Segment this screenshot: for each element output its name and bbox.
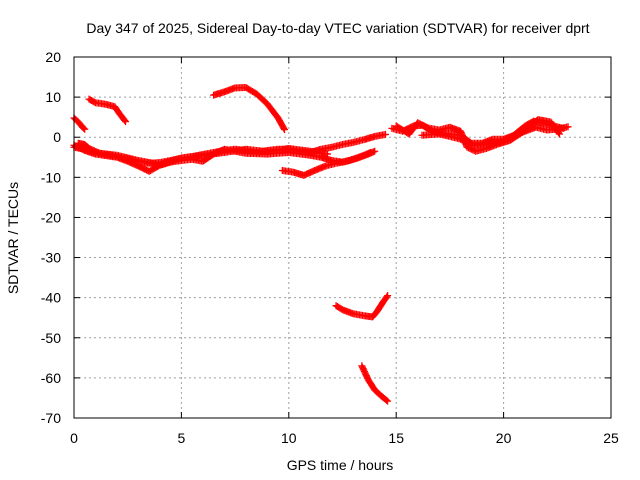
data-point bbox=[281, 126, 289, 134]
axis-ticks: 0 5 10 15 20 25 -70 -60 -50 -40 -30 -20 -10 0 10 20 bbox=[41, 49, 619, 446]
data-point bbox=[122, 118, 130, 126]
grid-lines bbox=[74, 57, 611, 418]
data-point bbox=[384, 397, 392, 405]
y-tick-label: -70 bbox=[41, 410, 61, 426]
data-point bbox=[323, 150, 331, 158]
data-point bbox=[121, 116, 129, 124]
chart-title: Day 347 of 2025, Sidereal Day-to-day VTE… bbox=[86, 20, 589, 36]
y-tick-label: -10 bbox=[41, 169, 61, 185]
data-point bbox=[80, 124, 88, 132]
data-point bbox=[383, 293, 391, 301]
data-point bbox=[555, 130, 563, 138]
data-point bbox=[371, 147, 379, 155]
y-tick-label: 20 bbox=[45, 49, 61, 65]
y-tick-label: 0 bbox=[53, 129, 61, 145]
y-tick-label: 10 bbox=[45, 89, 61, 105]
x-tick-label: 5 bbox=[178, 430, 186, 446]
data-point bbox=[280, 124, 288, 132]
plot-frame bbox=[73, 56, 612, 419]
y-tick-label: -30 bbox=[41, 250, 61, 266]
data-point bbox=[81, 125, 89, 133]
data-point bbox=[383, 396, 391, 404]
y-axis-label: SDTVAR / TECUs bbox=[5, 182, 21, 294]
x-tick-label: 0 bbox=[70, 430, 78, 446]
data-points bbox=[70, 83, 572, 405]
x-tick-label: 20 bbox=[496, 430, 512, 446]
y-tick-label: -20 bbox=[41, 209, 61, 225]
x-tick-label: 15 bbox=[388, 430, 404, 446]
y-tick-label: -50 bbox=[41, 330, 61, 346]
data-point bbox=[564, 123, 572, 131]
y-tick-label: -60 bbox=[41, 370, 61, 386]
data-point bbox=[384, 292, 392, 300]
x-tick-label: 25 bbox=[603, 430, 619, 446]
x-axis-label: GPS time / hours bbox=[287, 457, 394, 473]
x-tick-label: 10 bbox=[281, 430, 297, 446]
data-point bbox=[560, 124, 568, 132]
data-point bbox=[381, 130, 389, 138]
y-tick-label: -40 bbox=[41, 290, 61, 306]
